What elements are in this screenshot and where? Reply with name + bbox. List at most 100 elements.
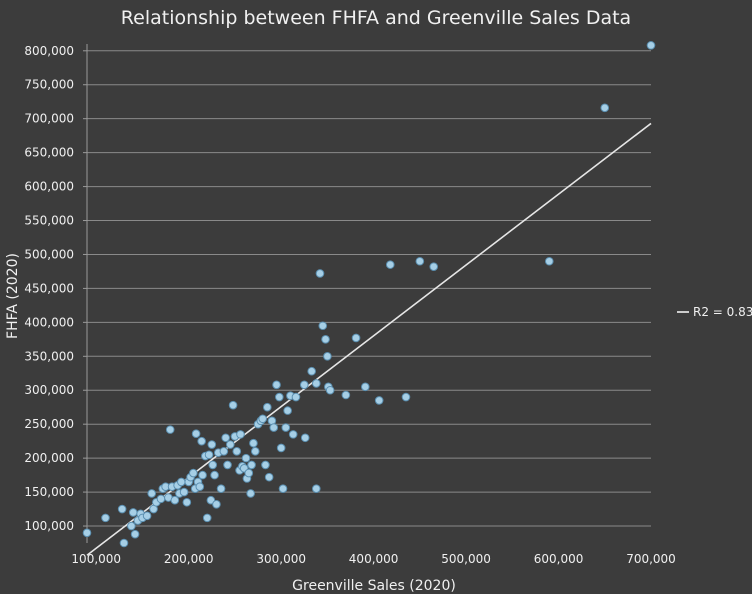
data-point[interactable] bbox=[307, 366, 316, 376]
y-tick-label: 250,000 bbox=[24, 417, 74, 431]
data-point[interactable] bbox=[170, 495, 180, 505]
data-point[interactable] bbox=[281, 423, 291, 432]
data-point[interactable] bbox=[228, 400, 238, 410]
y-tick-label: 200,000 bbox=[24, 451, 74, 465]
data-point[interactable] bbox=[544, 256, 554, 266]
data-point[interactable] bbox=[318, 321, 328, 331]
y-tick-label: 800,000 bbox=[24, 44, 74, 58]
data-point[interactable] bbox=[130, 529, 140, 539]
data-point[interactable] bbox=[361, 382, 370, 392]
data-point[interactable] bbox=[264, 472, 274, 482]
data-point[interactable] bbox=[275, 392, 284, 402]
data-point[interactable] bbox=[219, 447, 229, 456]
data-point[interactable] bbox=[325, 385, 335, 395]
data-point[interactable] bbox=[198, 470, 207, 480]
y-tick-label: 100,000 bbox=[24, 519, 74, 533]
data-point[interactable] bbox=[300, 433, 310, 443]
data-point[interactable] bbox=[278, 484, 288, 493]
data-point[interactable] bbox=[177, 477, 186, 487]
data-point[interactable] bbox=[119, 538, 129, 548]
data-point[interactable] bbox=[646, 41, 656, 50]
data-point[interactable] bbox=[429, 262, 439, 271]
data-point[interactable] bbox=[208, 460, 218, 470]
data-point[interactable] bbox=[142, 511, 152, 521]
y-tick-label: 150,000 bbox=[24, 485, 74, 499]
data-point[interactable] bbox=[283, 406, 292, 415]
data-point[interactable] bbox=[269, 423, 279, 432]
data-point[interactable] bbox=[210, 470, 219, 480]
data-point[interactable] bbox=[202, 513, 212, 523]
legend-label: R2 = 0.83 bbox=[693, 305, 752, 319]
y-tick-label: 400,000 bbox=[24, 315, 74, 329]
data-point[interactable] bbox=[341, 390, 351, 400]
data-point[interactable] bbox=[182, 497, 192, 507]
data-point[interactable] bbox=[247, 460, 256, 470]
y-tick-label: 600,000 bbox=[24, 180, 74, 194]
data-point[interactable] bbox=[127, 521, 136, 531]
x-axis-label: Greenville Sales (2020) bbox=[292, 578, 456, 594]
data-point[interactable] bbox=[276, 443, 286, 453]
chart-title: Relationship between FHFA and Greenville… bbox=[121, 7, 631, 29]
data-point[interactable] bbox=[189, 468, 198, 478]
data-point[interactable] bbox=[288, 430, 298, 439]
y-tick-label: 300,000 bbox=[24, 383, 74, 397]
data-point[interactable] bbox=[117, 504, 127, 514]
x-tick-label: 400,000 bbox=[349, 552, 399, 566]
data-point[interactable] bbox=[244, 468, 254, 478]
data-point[interactable] bbox=[600, 103, 610, 113]
data-point[interactable] bbox=[261, 460, 270, 470]
data-point[interactable] bbox=[262, 402, 272, 412]
y-axis-ticks: 100,000 150,000 200,000 250,000 300,000 350,0… bbox=[24, 44, 87, 533]
data-point[interactable] bbox=[374, 396, 384, 405]
data-point[interactable] bbox=[216, 484, 226, 493]
data-point[interactable] bbox=[147, 489, 157, 498]
grid-layer bbox=[87, 50, 651, 527]
data-point[interactable] bbox=[241, 453, 251, 463]
data-point[interactable] bbox=[415, 256, 425, 266]
data-point[interactable] bbox=[246, 489, 255, 498]
y-tick-label: 750,000 bbox=[24, 78, 74, 92]
data-point[interactable] bbox=[232, 447, 242, 456]
data-point[interactable] bbox=[323, 351, 332, 361]
data-point[interactable] bbox=[156, 494, 166, 504]
data-point[interactable] bbox=[212, 500, 221, 509]
x-tick-label: 500,000 bbox=[441, 552, 491, 566]
legend[interactable]: R2 = 0.83 bbox=[677, 305, 752, 319]
data-point[interactable] bbox=[311, 484, 321, 493]
data-point[interactable] bbox=[401, 392, 411, 402]
data-point[interactable] bbox=[221, 433, 230, 443]
y-tick-label: 500,000 bbox=[24, 247, 74, 261]
data-point[interactable] bbox=[82, 528, 92, 538]
data-point[interactable] bbox=[321, 335, 330, 344]
data-point[interactable] bbox=[250, 447, 260, 456]
data-point[interactable] bbox=[385, 260, 395, 269]
data-point[interactable] bbox=[223, 460, 232, 470]
points-layer bbox=[82, 41, 656, 548]
data-point[interactable] bbox=[128, 508, 138, 517]
data-point[interactable] bbox=[258, 414, 267, 424]
data-point[interactable] bbox=[101, 513, 110, 523]
x-tick-label: 300,000 bbox=[256, 552, 306, 566]
data-point[interactable] bbox=[272, 380, 281, 390]
y-axis-label: FHFA (2020) bbox=[5, 253, 21, 339]
data-point[interactable] bbox=[207, 440, 217, 449]
x-tick-label: 100,000 bbox=[71, 552, 121, 566]
x-tick-label: 600,000 bbox=[534, 552, 584, 566]
data-point[interactable] bbox=[191, 429, 201, 438]
data-point[interactable] bbox=[226, 440, 235, 449]
data-point[interactable] bbox=[249, 438, 258, 448]
data-point[interactable] bbox=[179, 487, 189, 497]
data-point[interactable] bbox=[204, 450, 214, 460]
data-point[interactable] bbox=[351, 333, 361, 343]
data-point[interactable] bbox=[165, 425, 175, 434]
data-point[interactable] bbox=[299, 380, 309, 390]
x-tick-label: 200,000 bbox=[164, 552, 214, 566]
data-point[interactable] bbox=[311, 379, 321, 388]
data-point[interactable] bbox=[315, 269, 325, 278]
data-point[interactable] bbox=[291, 392, 301, 402]
data-point[interactable] bbox=[236, 430, 245, 439]
data-point[interactable] bbox=[195, 482, 205, 491]
data-point[interactable] bbox=[197, 436, 206, 446]
